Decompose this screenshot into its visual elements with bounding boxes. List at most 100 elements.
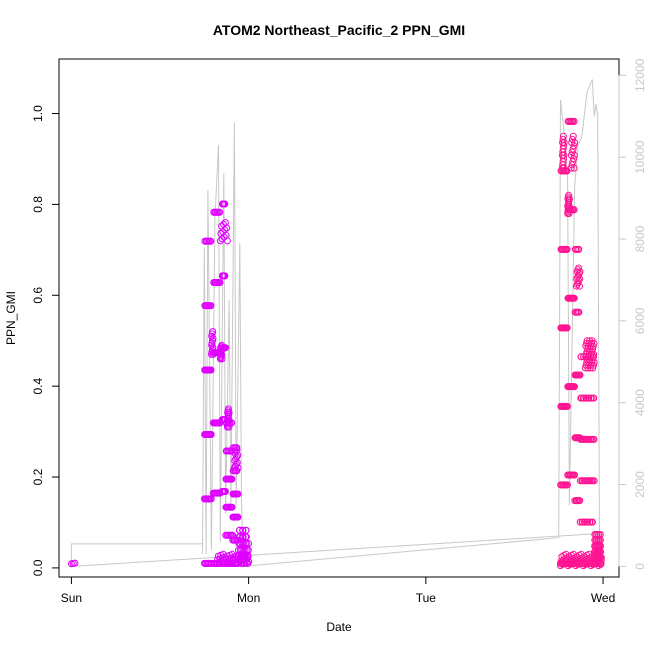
data-point: [576, 497, 584, 505]
data-point: [216, 208, 224, 216]
y-tick-label: 0.8: [31, 196, 45, 213]
data-point: [571, 139, 579, 147]
points-layer: [67, 117, 605, 570]
data-point: [570, 164, 578, 172]
data-point: [207, 237, 215, 245]
y-tick-label: 1.0: [31, 105, 45, 122]
data-point: [570, 117, 578, 125]
data-point: [597, 556, 605, 564]
data-point: [216, 237, 224, 245]
data-point: [584, 518, 592, 526]
data-point: [576, 268, 584, 276]
data-point: [218, 355, 226, 363]
data-point: [234, 490, 242, 498]
y2-tick-label: 6000: [633, 307, 647, 334]
data-point: [239, 540, 247, 547]
y2-tick-label: 4000: [633, 389, 647, 416]
data-point: [209, 334, 217, 342]
y2-tick-label: 2000: [633, 471, 647, 498]
data-point: [209, 328, 217, 336]
data-point: [565, 195, 573, 203]
data-point: [576, 275, 584, 283]
y-tick-label: 0.6: [31, 287, 45, 304]
data-point: [244, 546, 252, 554]
data-point: [233, 446, 241, 454]
data-point: [242, 533, 250, 541]
data-point: [221, 488, 229, 495]
data-point: [218, 351, 226, 359]
data-point: [234, 513, 242, 521]
data-point: [571, 471, 579, 479]
data-point: [245, 558, 253, 566]
data-point: [596, 553, 604, 561]
data-point: [560, 151, 568, 159]
data-point: [222, 344, 230, 352]
x-tick-label: Mon: [237, 591, 260, 605]
altitude-baseline: [71, 533, 598, 567]
data-point: [585, 394, 593, 402]
y2-tick-label: 10000: [633, 140, 647, 174]
data-point: [575, 308, 583, 316]
data-point: [563, 402, 571, 410]
data-point: [576, 518, 584, 526]
data-point: [571, 383, 578, 391]
data-point: [239, 526, 247, 534]
y-axis-label: PPN_GMI: [4, 291, 18, 345]
data-point: [223, 237, 231, 245]
data-point: [560, 142, 568, 150]
altitude-line-layer: [70, 79, 602, 567]
x-tick-label: Tue: [416, 591, 437, 605]
data-point: [590, 435, 598, 443]
data-point: [570, 294, 578, 302]
x-tick-label: Sun: [61, 591, 82, 605]
data-point: [565, 202, 573, 210]
y2-tick-label: 0: [633, 563, 647, 570]
data-point: [216, 279, 224, 286]
data-point: [560, 164, 568, 172]
data-point: [560, 139, 568, 147]
data-point: [570, 142, 578, 150]
data-point: [223, 224, 231, 232]
y2-tick-label: 8000: [633, 225, 647, 252]
data-point: [207, 302, 215, 310]
data-point: [590, 361, 597, 369]
data-point: [233, 459, 241, 466]
data-point: [229, 531, 237, 539]
y-axis: 0.0 0.2 0.4 0.6 0.8 1.0: [31, 105, 60, 576]
x-tick-label: Wed: [591, 591, 615, 605]
y-tick-label: 0.4: [31, 377, 45, 394]
data-point: [592, 550, 600, 558]
chart-title: ATOM2 Northeast_Pacific_2 PPN_GMI: [213, 22, 465, 38]
data-point: [221, 200, 229, 208]
data-point: [228, 475, 236, 483]
y-tick-label: 0.0: [31, 559, 45, 576]
x-axis: Sun Mon Tue Wed: [61, 576, 615, 605]
data-point: [564, 481, 571, 489]
x-axis-label: Date: [326, 620, 352, 634]
data-point: [590, 394, 598, 402]
data-point: [225, 416, 233, 424]
data-point: [207, 366, 215, 374]
data-point: [580, 394, 588, 402]
data-point: [560, 155, 567, 162]
altitude-line: [70, 79, 602, 567]
data-point: [225, 423, 233, 431]
data-point: [207, 431, 215, 438]
data-point: [228, 503, 236, 511]
data-point: [575, 245, 583, 253]
data-point: [587, 394, 595, 402]
data-point: [570, 155, 578, 162]
y2-axis: 0 2000 4000 6000 8000 10000 12000: [618, 58, 647, 570]
data-point: [590, 350, 598, 358]
y2-tick-label: 12000: [633, 58, 647, 92]
data-point: [224, 405, 232, 413]
data-point: [239, 533, 247, 541]
data-point: [569, 158, 577, 166]
data-point: [590, 477, 598, 485]
data-point: [563, 245, 571, 253]
y-tick-label: 0.2: [31, 468, 45, 485]
data-point: [569, 145, 577, 153]
data-point: [581, 518, 589, 526]
data-point: [590, 359, 598, 366]
